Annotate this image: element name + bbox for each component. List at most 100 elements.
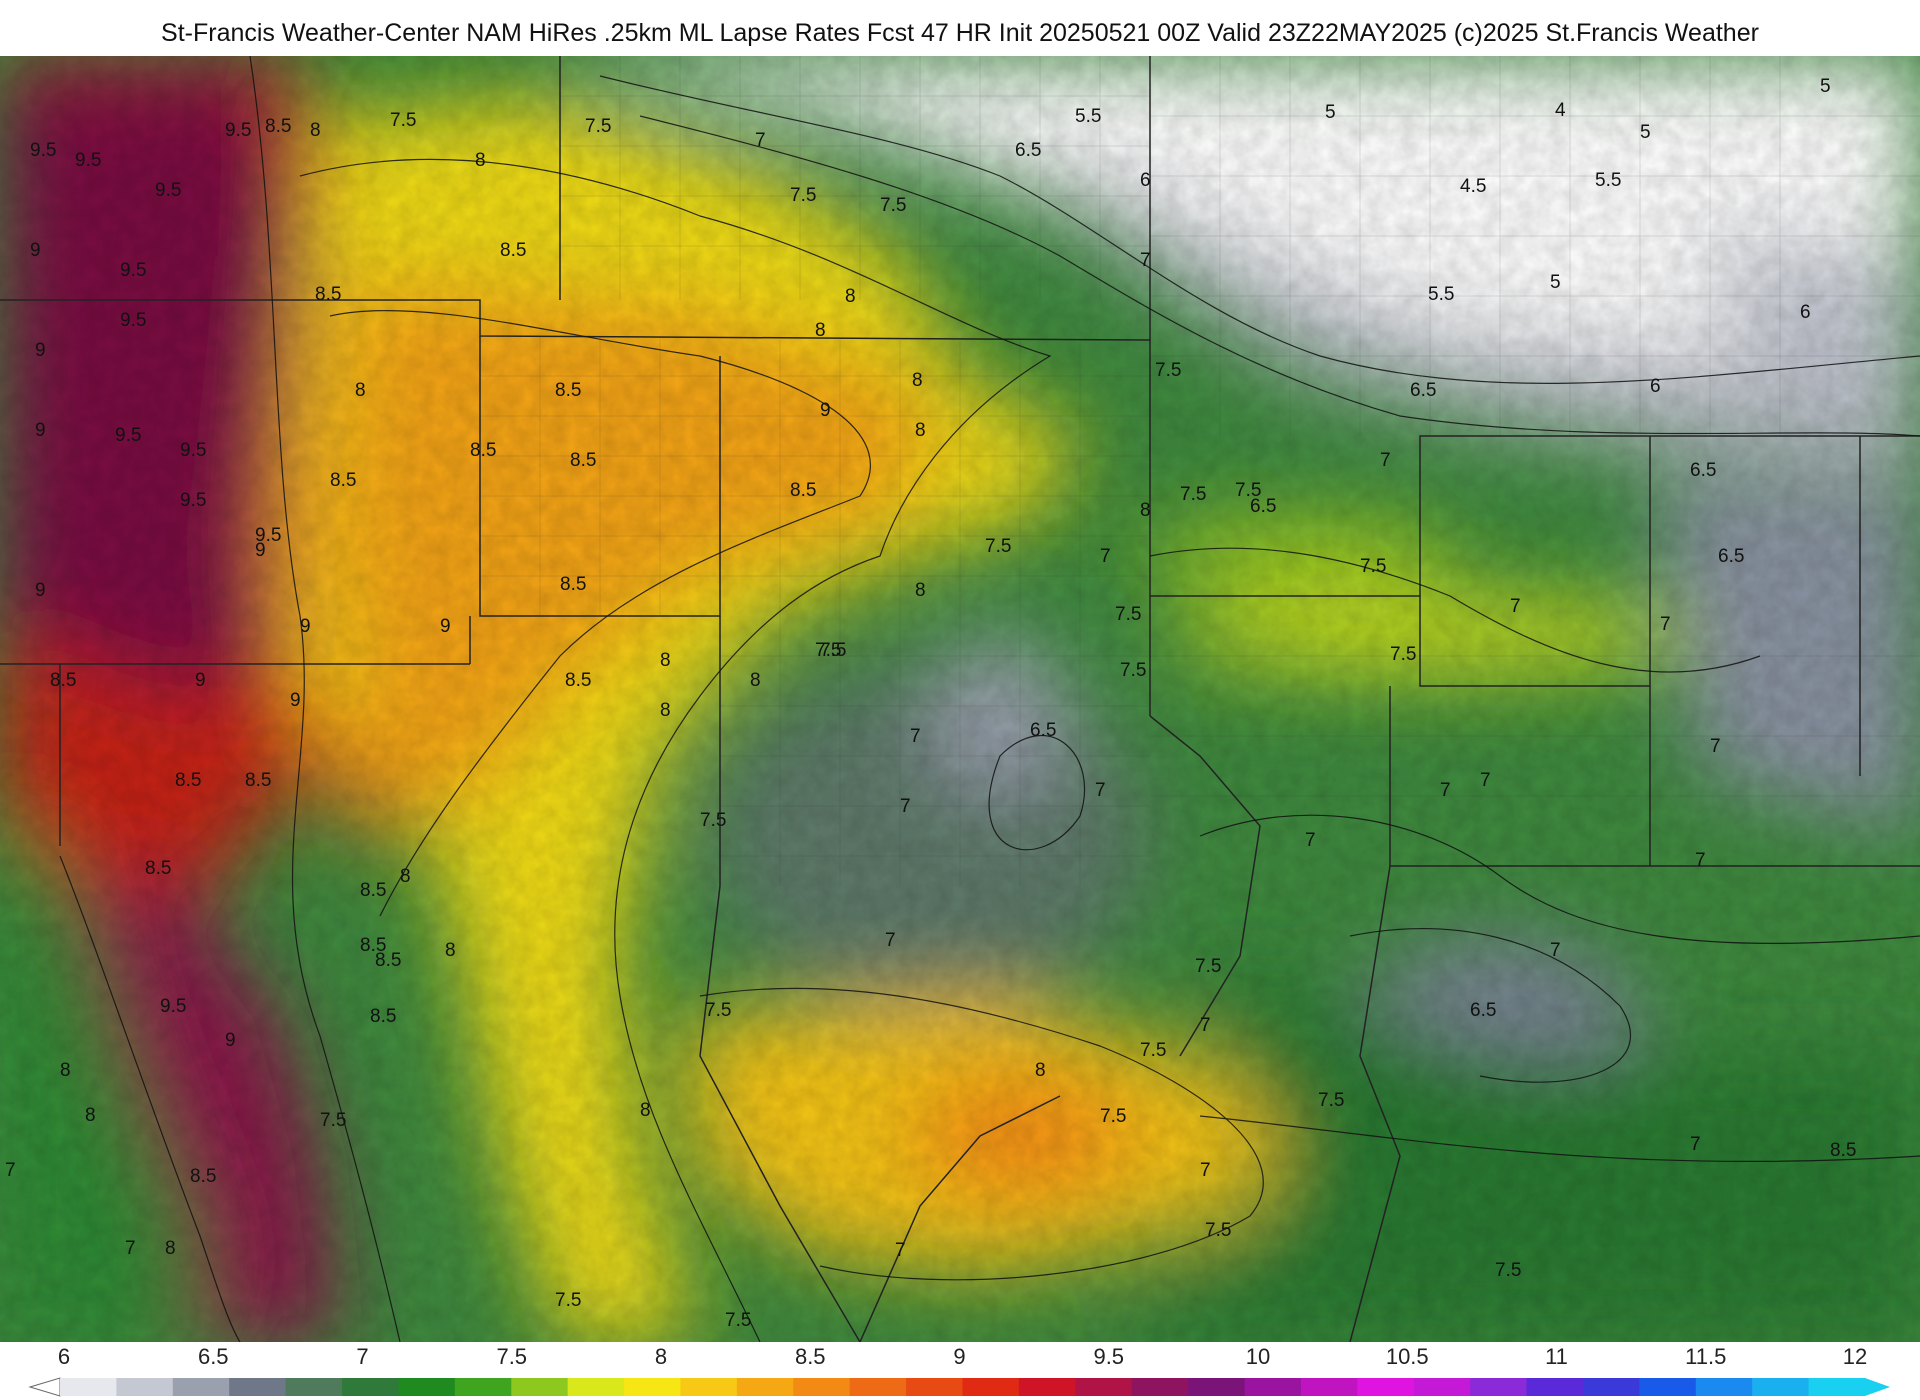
contour-label: 8 bbox=[845, 286, 856, 307]
colorbar-swatch bbox=[1752, 1378, 1810, 1396]
colorbar-swatch bbox=[849, 1378, 907, 1396]
colorbar-tick-label: 10 bbox=[1245, 1344, 1271, 1369]
colorbar-swatch bbox=[1808, 1378, 1866, 1396]
colorbar-swatch bbox=[1470, 1378, 1528, 1396]
contour-label: 7.5 bbox=[1100, 1106, 1126, 1127]
colorbar-tick-label: 10.5 bbox=[1385, 1344, 1429, 1369]
contour-label: 7 bbox=[1710, 736, 1721, 757]
contour-label: 8.5 bbox=[145, 858, 171, 879]
colorbar-tick-label: 9.5 bbox=[1093, 1344, 1125, 1369]
state-boundaries bbox=[0, 56, 1920, 1342]
colorbar-tick-label: 6.5 bbox=[197, 1344, 229, 1369]
colorbar-swatch bbox=[398, 1378, 456, 1396]
contour-label: 8 bbox=[85, 1105, 96, 1126]
contour-label: 8.5 bbox=[570, 450, 596, 471]
contour-label: 6.5 bbox=[1470, 1000, 1496, 1021]
contour-label: 7 bbox=[5, 1160, 16, 1181]
colorbar-swatch bbox=[624, 1378, 681, 1396]
colorbar-swatch bbox=[1695, 1378, 1753, 1396]
colorbar-tick-label: 6 bbox=[57, 1344, 71, 1369]
colorbar-swatch bbox=[1075, 1378, 1133, 1396]
contour-label: 7 bbox=[1510, 596, 1521, 617]
contour-label: 6.5 bbox=[1410, 380, 1436, 401]
contour-label: 8.5 bbox=[375, 950, 401, 971]
contour-label: 8.5 bbox=[175, 770, 201, 791]
contour-label: 8 bbox=[445, 940, 456, 961]
contour-label: 8.5 bbox=[370, 1006, 396, 1027]
contour-label: 7 bbox=[125, 1238, 136, 1259]
contour-label: 9.5 bbox=[160, 996, 186, 1017]
contour-label: 8.5 bbox=[360, 880, 386, 901]
contour-label: 7.5 bbox=[1115, 604, 1141, 625]
colorbar-swatch bbox=[962, 1378, 1020, 1396]
colorbar-swatch bbox=[1188, 1378, 1246, 1396]
colorbar-tick-labels: 6 6.5 7 7.5 8 8.5 9 9.5 10 10.5 11 11.5 12 bbox=[0, 1342, 1920, 1374]
contour-label: 5.5 bbox=[1428, 284, 1454, 305]
colorbar-tick-label: 8 bbox=[654, 1344, 668, 1369]
contour-label: 9 bbox=[35, 340, 46, 361]
contour-label: 4 bbox=[1555, 100, 1566, 121]
contour-label: 9.5 bbox=[30, 140, 56, 161]
contour-label: 7.5 bbox=[1495, 1260, 1521, 1281]
contour-label: 8 bbox=[310, 120, 321, 141]
contour-label: 5 bbox=[1640, 122, 1651, 143]
contour-label: 7 bbox=[1550, 940, 1561, 961]
contour-label: 8.5 bbox=[790, 480, 816, 501]
contour-label: 8 bbox=[660, 700, 671, 721]
contour-label: 7.5 bbox=[985, 536, 1011, 557]
contour-label: 9.5 bbox=[255, 525, 281, 546]
contour-label: 7 bbox=[910, 726, 921, 747]
contour-label: 7.5 bbox=[320, 1110, 346, 1131]
contour-label: 7.5 bbox=[555, 1290, 581, 1311]
contour-label: 5.5 bbox=[1075, 106, 1101, 127]
contour-label: 8.5 bbox=[190, 1166, 216, 1187]
contour-label: 8 bbox=[660, 650, 671, 671]
contour-label: 7 bbox=[1140, 250, 1151, 271]
contour-label: 7.5 bbox=[1235, 480, 1261, 501]
colorbar-swatch bbox=[680, 1378, 738, 1396]
contour-label: 7 bbox=[1480, 770, 1491, 791]
contour-label: 8.5 bbox=[265, 116, 291, 137]
contour-label: 8.5 bbox=[555, 380, 581, 401]
colorbar-swatch bbox=[1018, 1378, 1076, 1396]
colorbar-swatch bbox=[793, 1378, 851, 1396]
colorbar bbox=[28, 1377, 1890, 1397]
contour-label: 9.5 bbox=[225, 120, 251, 141]
contour-label: 9 bbox=[255, 540, 266, 561]
contour-label: 8 bbox=[1140, 500, 1151, 521]
contour-label: 7 bbox=[885, 930, 896, 951]
colorbar-swatch bbox=[1413, 1378, 1471, 1396]
colorbar-swatch bbox=[116, 1378, 174, 1396]
contour-label: 6.5 bbox=[1718, 546, 1744, 567]
contour-label: 7.5 bbox=[705, 1000, 731, 1021]
contour-label: 8.5 bbox=[1830, 1140, 1856, 1161]
contour-label: 8.5 bbox=[360, 935, 386, 956]
contour-label: 9 bbox=[195, 670, 206, 691]
contour-label: 5 bbox=[1325, 102, 1336, 123]
contour-label: 9.5 bbox=[120, 260, 146, 281]
contour-label: 7.5 bbox=[1140, 1040, 1166, 1061]
contour-label: 7.5 bbox=[1360, 556, 1386, 577]
contour-label: 8.5 bbox=[470, 440, 496, 461]
colorbar-swatch bbox=[1526, 1378, 1584, 1396]
contour-label: 8 bbox=[915, 420, 926, 441]
contour-label: 9 bbox=[290, 690, 301, 711]
contour-label: 7.5 bbox=[1318, 1090, 1344, 1111]
contour-label: 7 bbox=[1200, 1015, 1211, 1036]
contour-label: 8.5 bbox=[560, 574, 586, 595]
contour-label: 9 bbox=[225, 1030, 236, 1051]
contour-label-group: 9.5 9.5 9.5 8.5 8 7.5 7.5 7 7.5 7.5 5.5 … bbox=[5, 76, 1856, 1331]
contour-label: 8 bbox=[355, 380, 366, 401]
contour-label: 8 bbox=[640, 1100, 651, 1121]
contour-label: 7 bbox=[1305, 830, 1316, 851]
colorbar-tick-label: 9 bbox=[953, 1344, 966, 1369]
contour-label: 8 bbox=[750, 670, 761, 691]
contour-label: 9 bbox=[35, 580, 46, 601]
colorbar-swatch bbox=[1357, 1378, 1415, 1396]
contour-label: 9.5 bbox=[155, 180, 181, 201]
contour-label: 7 bbox=[1660, 614, 1671, 635]
contour-label: 6.5 bbox=[1250, 496, 1276, 517]
contour-label: 8 bbox=[400, 866, 411, 887]
contour-label: 5.5 bbox=[1595, 170, 1621, 191]
contour-label: 8 bbox=[915, 580, 926, 601]
